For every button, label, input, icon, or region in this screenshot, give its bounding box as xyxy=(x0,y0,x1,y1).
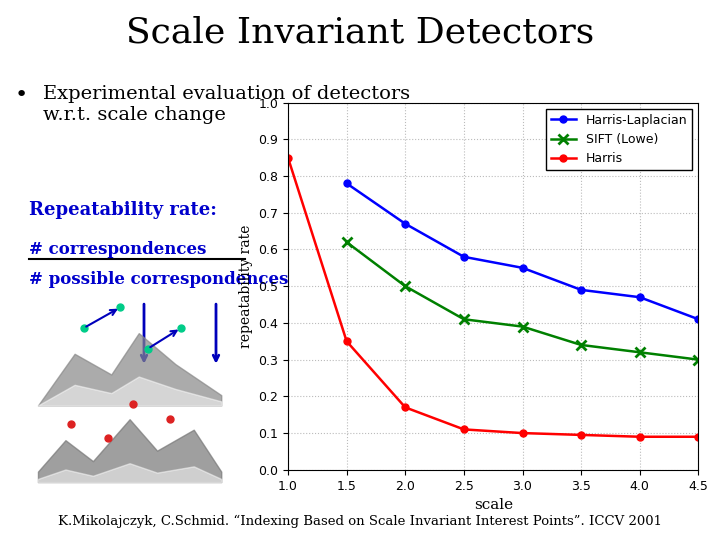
Harris-Laplacian xyxy=(518,265,527,271)
Line: SIFT (Lowe): SIFT (Lowe) xyxy=(342,237,703,364)
SIFT (Lowe) xyxy=(518,323,527,330)
SIFT (Lowe) xyxy=(694,356,703,363)
Harris-Laplacian xyxy=(459,254,468,260)
Line: Harris: Harris xyxy=(284,154,702,440)
SIFT (Lowe) xyxy=(636,349,644,355)
Harris xyxy=(577,431,585,438)
Harris-Laplacian xyxy=(694,316,703,322)
Harris xyxy=(284,154,292,161)
Harris-Laplacian xyxy=(636,294,644,300)
Harris xyxy=(342,338,351,345)
SIFT (Lowe) xyxy=(401,283,410,289)
Harris xyxy=(459,426,468,433)
Harris-Laplacian xyxy=(401,220,410,227)
Text: # possible correspondences: # possible correspondences xyxy=(29,271,288,288)
Harris xyxy=(636,434,644,440)
Harris xyxy=(518,430,527,436)
Text: Scale Invariant Detectors: Scale Invariant Detectors xyxy=(126,15,594,49)
Harris xyxy=(694,434,703,440)
SIFT (Lowe) xyxy=(577,342,585,348)
Line: Harris-Laplacian: Harris-Laplacian xyxy=(343,180,702,323)
Harris-Laplacian xyxy=(342,180,351,187)
Text: Repeatability rate:: Repeatability rate: xyxy=(29,201,217,219)
X-axis label: scale: scale xyxy=(474,498,513,512)
Text: K.Mikolajczyk, C.Schmid. “Indexing Based on Scale Invariant Interest Points”. IC: K.Mikolajczyk, C.Schmid. “Indexing Based… xyxy=(58,515,662,528)
Text: •: • xyxy=(14,85,27,105)
Legend: Harris-Laplacian, SIFT (Lowe), Harris: Harris-Laplacian, SIFT (Lowe), Harris xyxy=(546,109,692,170)
Harris xyxy=(401,404,410,410)
SIFT (Lowe) xyxy=(459,316,468,322)
Text: # correspondences: # correspondences xyxy=(29,241,206,258)
Y-axis label: repeatability rate: repeatability rate xyxy=(239,225,253,348)
SIFT (Lowe) xyxy=(342,239,351,245)
Harris-Laplacian xyxy=(577,287,585,293)
Text: Experimental evaluation of detectors
w.r.t. scale change: Experimental evaluation of detectors w.r… xyxy=(43,85,410,124)
